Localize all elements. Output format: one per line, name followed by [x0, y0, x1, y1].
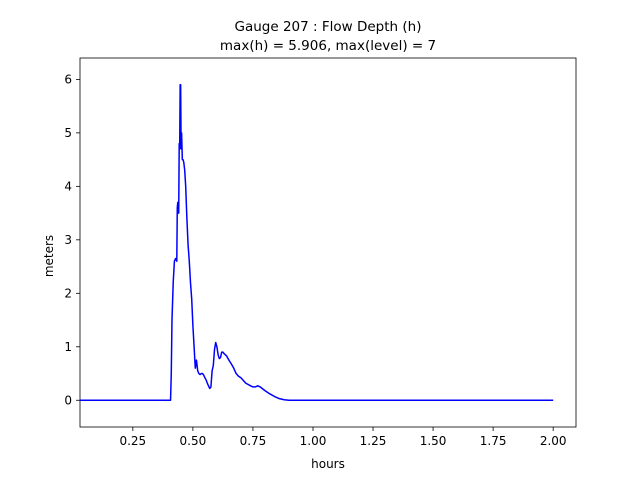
- chart-title-line2: max(h) = 5.906, max(level) = 7: [220, 38, 436, 54]
- y-tick-label: 0: [64, 393, 72, 407]
- x-tick-label: 1.00: [300, 434, 327, 448]
- x-tick-label: 0.75: [240, 434, 267, 448]
- y-axis-label: meters: [42, 235, 56, 277]
- x-tick-label: 0.25: [119, 434, 146, 448]
- plot-frame: [79, 57, 577, 428]
- y-tick-label: 2: [64, 286, 72, 300]
- y-tick-label: 5: [64, 126, 72, 140]
- chart-title-line1: Gauge 207 : Flow Depth (h): [235, 19, 422, 35]
- y-tick-label: 3: [64, 233, 72, 247]
- x-tick-label: 0.50: [180, 434, 207, 448]
- x-tick-label: 2.00: [540, 434, 567, 448]
- y-axis-ticks: 0 1 2 3 4 5 6: [64, 72, 80, 407]
- x-axis-ticks: 0.25 0.50 0.75 1.00 1.25 1.50 1.75 2.00: [119, 427, 567, 448]
- plot-area: [79, 57, 577, 428]
- y-tick-label: 6: [64, 72, 72, 86]
- y-tick-label: 1: [64, 340, 72, 354]
- x-tick-label: 1.50: [420, 434, 447, 448]
- x-tick-label: 1.25: [360, 434, 387, 448]
- y-tick-label: 4: [64, 179, 72, 193]
- x-axis-label: hours: [311, 457, 345, 471]
- x-tick-label: 1.75: [480, 434, 507, 448]
- series-line-0: [80, 83, 554, 402]
- data-layer: [80, 83, 554, 402]
